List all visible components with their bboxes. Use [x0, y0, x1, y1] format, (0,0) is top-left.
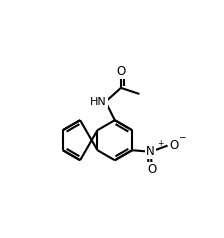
Text: +: + [157, 139, 163, 148]
Text: O: O [148, 163, 157, 176]
Text: O: O [116, 65, 126, 78]
Text: N: N [146, 145, 155, 158]
Text: O: O [169, 139, 178, 152]
Text: HN: HN [90, 97, 107, 107]
Text: −: − [178, 132, 186, 141]
